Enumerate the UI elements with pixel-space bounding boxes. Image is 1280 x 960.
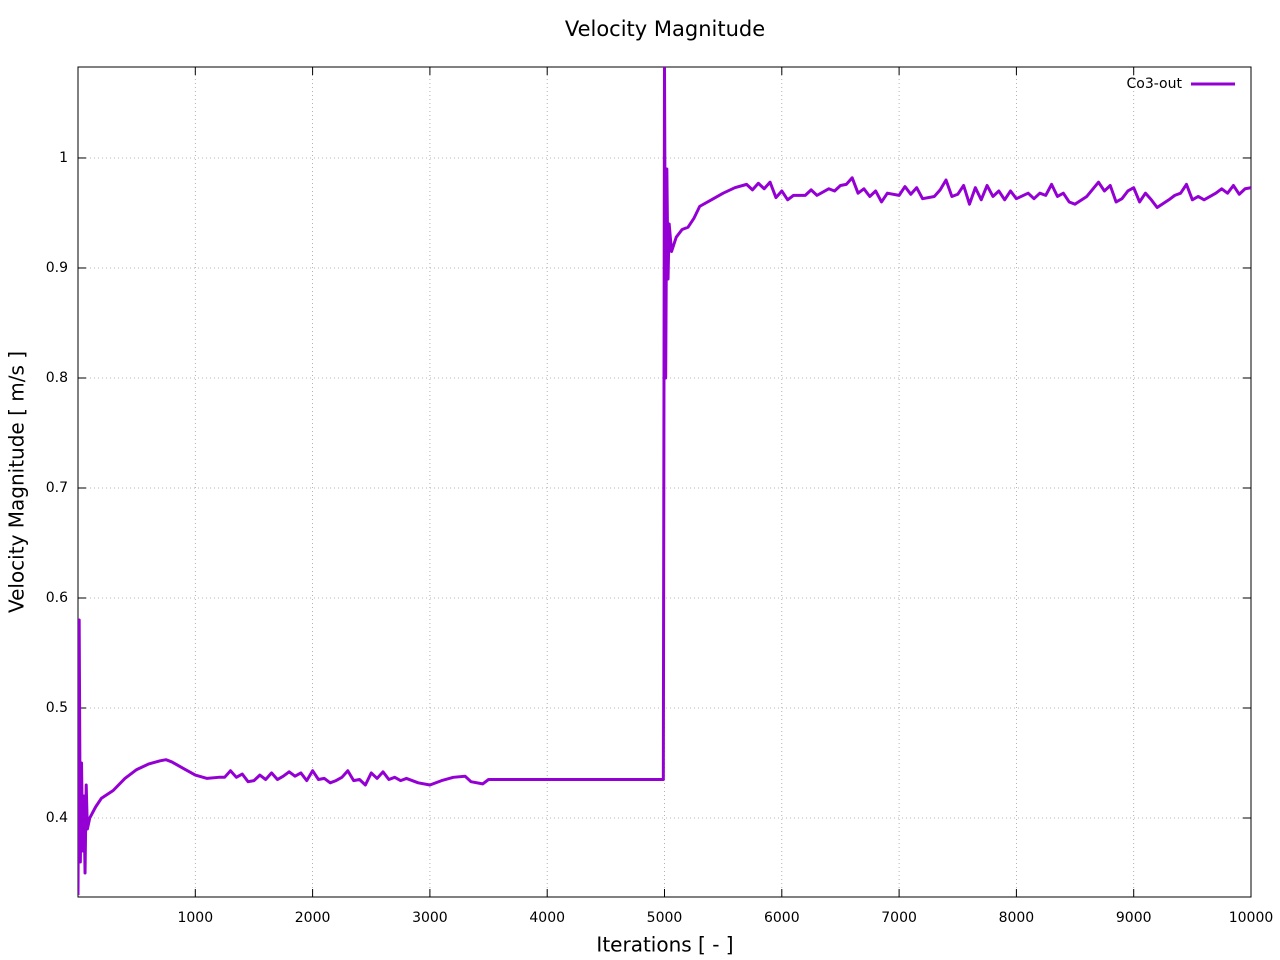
y-tick-label: 0.8 <box>46 370 68 386</box>
y-tick-label: 0.9 <box>46 260 68 276</box>
x-tick-label: 8000 <box>999 910 1035 926</box>
x-tick-label: 3000 <box>412 910 448 926</box>
x-axis-label: Iterations [ - ] <box>596 933 733 957</box>
x-tick-label: 6000 <box>764 910 800 926</box>
x-tick-label: 7000 <box>881 910 917 926</box>
chart-title: Velocity Magnitude <box>565 17 765 41</box>
x-tick-label: 2000 <box>295 910 331 926</box>
data-line <box>78 67 1251 896</box>
y-axis-label: Velocity Magnitude [ m/s ] <box>5 351 29 613</box>
y-tick-label: 1 <box>59 150 68 166</box>
x-tick-label: 1000 <box>177 910 213 926</box>
y-tick-label: 0.5 <box>46 700 68 716</box>
legend-label: Co3-out <box>1127 76 1183 92</box>
x-tick-label: 5000 <box>647 910 683 926</box>
x-tick-label: 10000 <box>1229 910 1274 926</box>
y-tick-label: 0.6 <box>46 590 68 606</box>
x-tick-label: 9000 <box>1116 910 1152 926</box>
y-tick-label: 0.4 <box>46 810 68 826</box>
x-tick-label: 4000 <box>529 910 565 926</box>
y-tick-label: 0.7 <box>46 480 68 496</box>
